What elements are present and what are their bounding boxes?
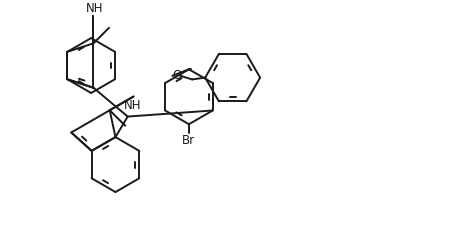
Text: O: O <box>172 68 181 81</box>
Text: NH: NH <box>86 2 103 15</box>
Text: NH: NH <box>124 99 141 112</box>
Text: Br: Br <box>182 134 195 146</box>
